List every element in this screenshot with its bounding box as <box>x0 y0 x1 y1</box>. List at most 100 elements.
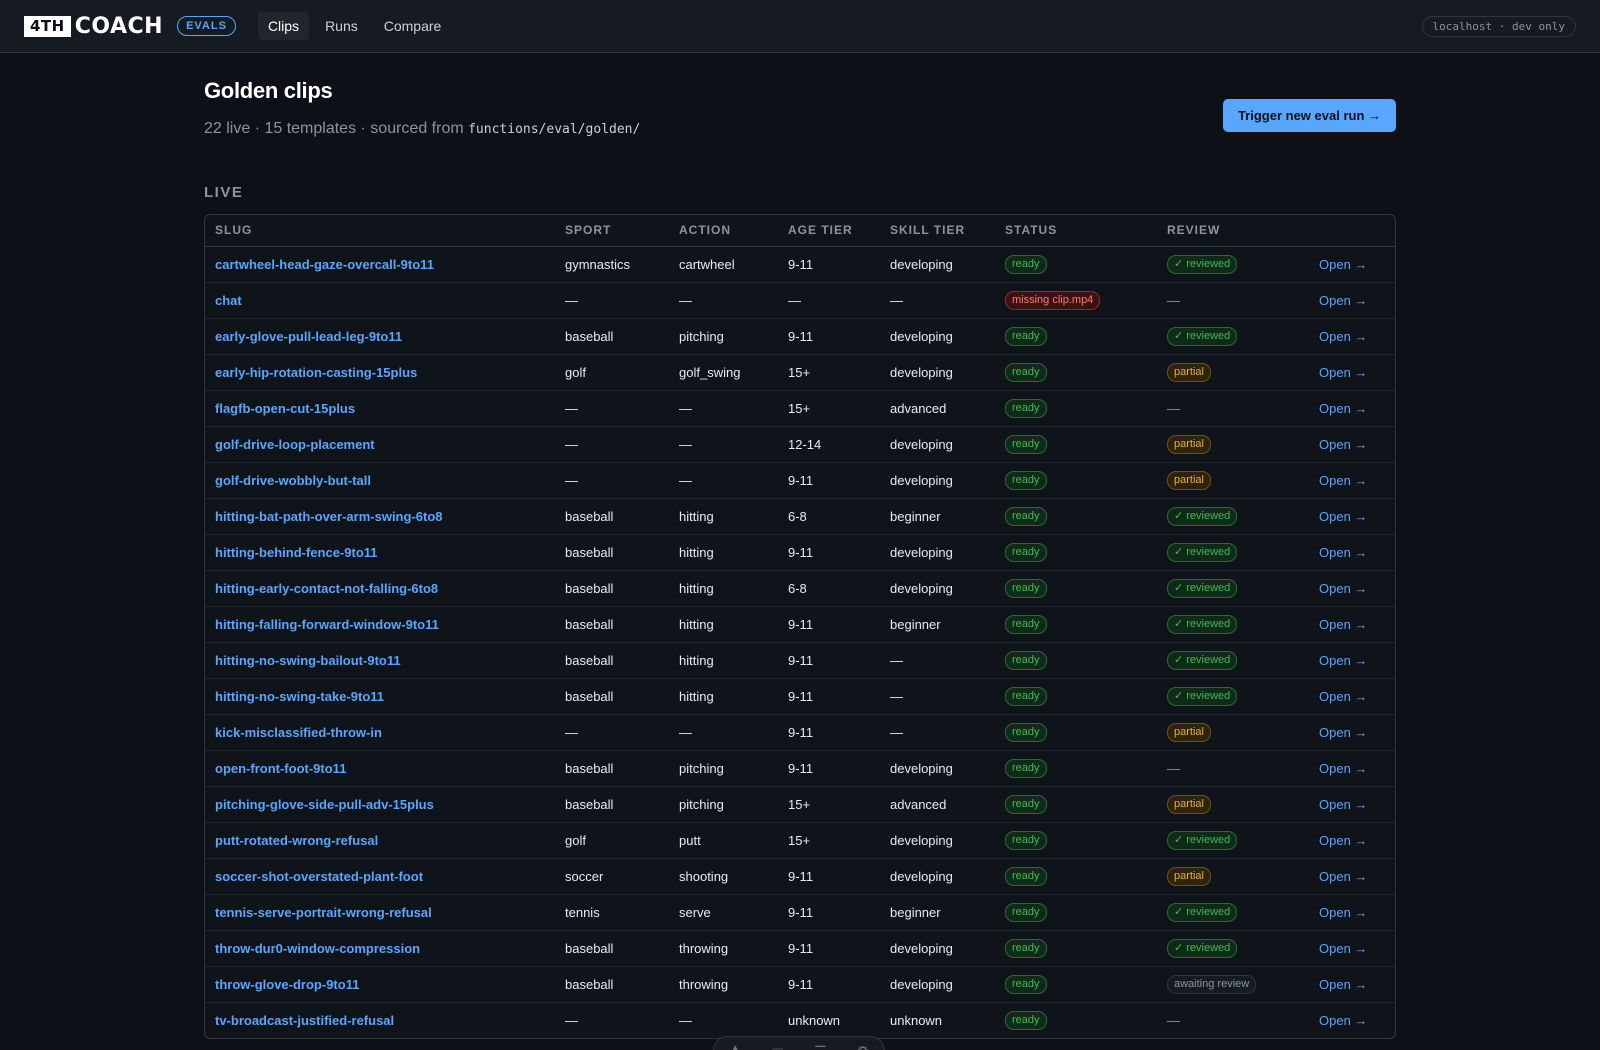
open-clip-link[interactable]: Open → <box>1319 472 1368 488</box>
open-clip-link[interactable]: Open → <box>1319 796 1368 812</box>
open-clip-link[interactable]: Open → <box>1319 940 1368 956</box>
clip-slug-link[interactable]: hitting-no-swing-take-9to11 <box>215 688 384 704</box>
open-clip-link[interactable]: Open → <box>1319 580 1368 596</box>
status-badge: ready <box>1005 398 1047 418</box>
status-badge: ready <box>1005 830 1047 850</box>
nav-compare[interactable]: Compare <box>383 18 442 34</box>
clip-slug-link[interactable]: flagfb-open-cut-15plus <box>215 400 356 416</box>
cell-action: hitting <box>669 534 778 571</box>
col-review[interactable]: REVIEW <box>1157 215 1309 247</box>
open-clip-link[interactable]: Open → <box>1319 292 1368 308</box>
review-badge: ✓ reviewed <box>1167 650 1238 670</box>
col-age-tier[interactable]: AGE TIER <box>778 215 880 247</box>
main-nav: Clips Runs Compare <box>257 12 451 40</box>
trigger-eval-run-button[interactable]: Trigger new eval run → <box>1222 99 1396 132</box>
logo-box: 4TH <box>24 15 71 37</box>
nav-runs[interactable]: Runs <box>325 18 358 34</box>
cell-age-tier: 15+ <box>778 390 880 427</box>
nav-clips[interactable]: Clips <box>257 12 310 40</box>
status-badge: ready <box>1005 470 1047 490</box>
review-empty: — <box>1167 400 1180 416</box>
menu-icon[interactable]: ☰ <box>814 1043 827 1050</box>
clip-slug-link[interactable]: open-front-foot-9to11 <box>215 760 347 776</box>
table-row: golf-drive-loop-placement — —12-14 developi… <box>205 426 1395 463</box>
table-row: kick-misclassified-throw-in — —9-11— ready p… <box>205 714 1395 751</box>
gear-icon[interactable]: ⚙ <box>856 1043 869 1050</box>
clip-slug-link[interactable]: putt-rotated-wrong-refusal <box>215 832 379 848</box>
open-clip-link[interactable]: Open → <box>1319 688 1368 704</box>
col-action[interactable]: ACTION <box>669 215 778 247</box>
clip-slug-link[interactable]: early-hip-rotation-casting-15plus <box>215 364 418 380</box>
col-sport[interactable]: SPORT <box>555 215 669 247</box>
col-status[interactable]: STATUS <box>995 215 1157 247</box>
table-header-row: SLUG SPORT ACTION AGE TIER SKILL TIER ST… <box>205 215 1395 247</box>
open-clip-link[interactable]: Open → <box>1319 364 1368 380</box>
review-badge: ✓ reviewed <box>1167 542 1238 562</box>
clip-slug-link[interactable]: golf-drive-wobbly-but-tall <box>215 472 371 488</box>
clip-slug-link[interactable]: throw-dur0-window-compression <box>215 940 421 956</box>
open-clip-link[interactable]: Open → <box>1319 544 1368 560</box>
user-icon[interactable]: ♟ <box>729 1043 742 1050</box>
clip-slug-link[interactable]: soccer-shot-overstated-plant-foot <box>215 868 424 884</box>
col-skill-tier[interactable]: SKILL TIER <box>880 215 995 247</box>
cell-skill-tier: developing <box>880 822 995 859</box>
cell-action: throwing <box>669 930 778 967</box>
open-clip-link[interactable]: Open → <box>1319 256 1368 272</box>
open-clip-link[interactable]: Open → <box>1319 832 1368 848</box>
open-clip-link[interactable]: Open → <box>1319 976 1368 992</box>
clip-slug-link[interactable]: hitting-early-contact-not-falling-6to8 <box>215 580 439 596</box>
status-badge: ready <box>1005 1010 1047 1030</box>
status-badge: ready <box>1005 938 1047 958</box>
cell-age-tier: 15+ <box>778 354 880 391</box>
review-badge: ✓ reviewed <box>1167 506 1238 526</box>
review-badge: partial <box>1167 866 1211 886</box>
clip-slug-link[interactable]: hitting-falling-forward-window-9to11 <box>215 616 439 632</box>
col-slug[interactable]: SLUG <box>205 215 555 247</box>
open-clip-link[interactable]: Open → <box>1319 508 1368 524</box>
cell-age-tier: 9-11 <box>778 642 880 679</box>
open-clip-link[interactable]: Open → <box>1319 904 1368 920</box>
status-badge: ready <box>1005 686 1047 706</box>
cell-age-tier: 15+ <box>778 786 880 823</box>
status-badge: ready <box>1005 794 1047 814</box>
cell-skill-tier: advanced <box>880 786 995 823</box>
open-clip-link[interactable]: Open → <box>1319 400 1368 416</box>
open-clip-link[interactable]: Open → <box>1319 868 1368 884</box>
clip-slug-link[interactable]: chat <box>215 292 242 308</box>
subtitle-counts: 22 live · 15 templates · sourced from <box>204 120 469 137</box>
open-clip-link[interactable]: Open → <box>1319 1012 1368 1028</box>
clip-slug-link[interactable]: golf-drive-loop-placement <box>215 436 375 452</box>
clip-slug-link[interactable]: kick-misclassified-throw-in <box>215 724 382 740</box>
clip-slug-link[interactable]: hitting-bat-path-over-arm-swing-6to8 <box>215 508 443 524</box>
cell-sport: baseball <box>555 678 669 715</box>
status-badge: ready <box>1005 974 1047 994</box>
cell-skill-tier: unknown <box>890 1012 943 1028</box>
clip-slug-link[interactable]: throw-glove-drop-9to11 <box>215 976 360 992</box>
open-clip-link[interactable]: Open → <box>1319 616 1368 632</box>
open-clip-link[interactable]: Open → <box>1319 760 1368 776</box>
clip-slug-link[interactable]: hitting-no-swing-bailout-9to11 <box>215 652 401 668</box>
open-clip-link[interactable]: Open → <box>1319 328 1368 344</box>
open-clip-link[interactable]: Open → <box>1319 436 1368 452</box>
table-row: throw-glove-drop-9to11 baseball throwing 9-… <box>205 966 1395 1003</box>
floating-toolbar: ♟ ☜ ☰ ⚙ <box>713 1036 885 1050</box>
review-badge: ✓ reviewed <box>1167 902 1238 922</box>
hand-icon[interactable]: ☜ <box>771 1043 784 1050</box>
table-row: throw-dur0-window-compression baseball thr… <box>205 930 1395 967</box>
clip-slug-link[interactable]: hitting-behind-fence-9to11 <box>215 544 378 560</box>
clip-slug-link[interactable]: tv-broadcast-justified-refusal <box>215 1012 395 1028</box>
clip-slug-link[interactable]: cartwheel-head-gaze-overcall-9to11 <box>215 256 434 272</box>
open-clip-link[interactable]: Open → <box>1319 652 1368 668</box>
app-logo[interactable]: 4TH COACH <box>24 14 163 39</box>
status-badge: ready <box>1005 506 1047 526</box>
clip-slug-link[interactable]: early-glove-pull-lead-leg-9to11 <box>215 328 403 344</box>
cell-sport: baseball <box>555 642 669 679</box>
top-nav: 4TH COACH EVALS Clips Runs Compare local… <box>0 0 1600 53</box>
clip-slug-link[interactable]: tennis-serve-portrait-wrong-refusal <box>215 904 432 920</box>
status-badge: ready <box>1005 254 1047 274</box>
open-clip-link[interactable]: Open → <box>1319 724 1368 740</box>
cell-skill-tier: beginner <box>880 894 995 931</box>
cell-skill-tier: developing <box>880 462 995 499</box>
cell-sport: — <box>555 390 669 427</box>
clip-slug-link[interactable]: pitching-glove-side-pull-adv-15plus <box>215 796 434 812</box>
